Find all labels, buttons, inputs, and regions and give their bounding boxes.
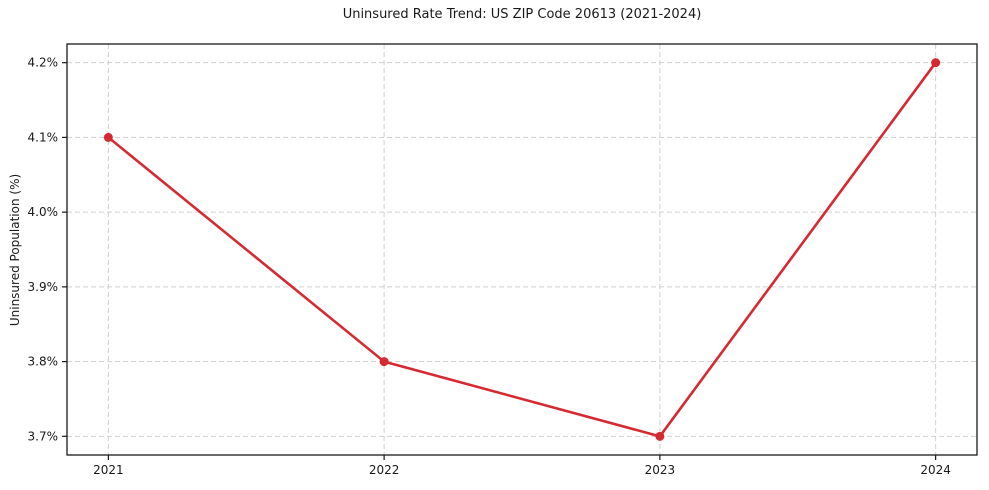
y-tick-label: 3.7% [28,429,59,443]
y-tick-label: 4.0% [28,205,59,219]
x-tick-label: 2024 [920,463,951,477]
data-point-2022 [379,357,389,367]
x-tick-label: 2023 [645,463,676,477]
y-tick-label: 3.8% [28,355,59,369]
data-point-2023 [655,431,665,441]
data-point-2024 [931,58,941,68]
y-tick-label: 3.9% [28,280,59,294]
axes-spines [66,43,978,456]
data-point-2021 [103,132,113,142]
y-tick-label: 4.2% [28,56,59,70]
x-tick-label: 2022 [369,463,400,477]
x-tick-label: 2021 [93,463,124,477]
trend-line [107,61,937,438]
y-tick-label: 4.1% [28,130,59,144]
chart-title: Uninsured Rate Trend: US ZIP Code 20613 … [342,7,702,22]
